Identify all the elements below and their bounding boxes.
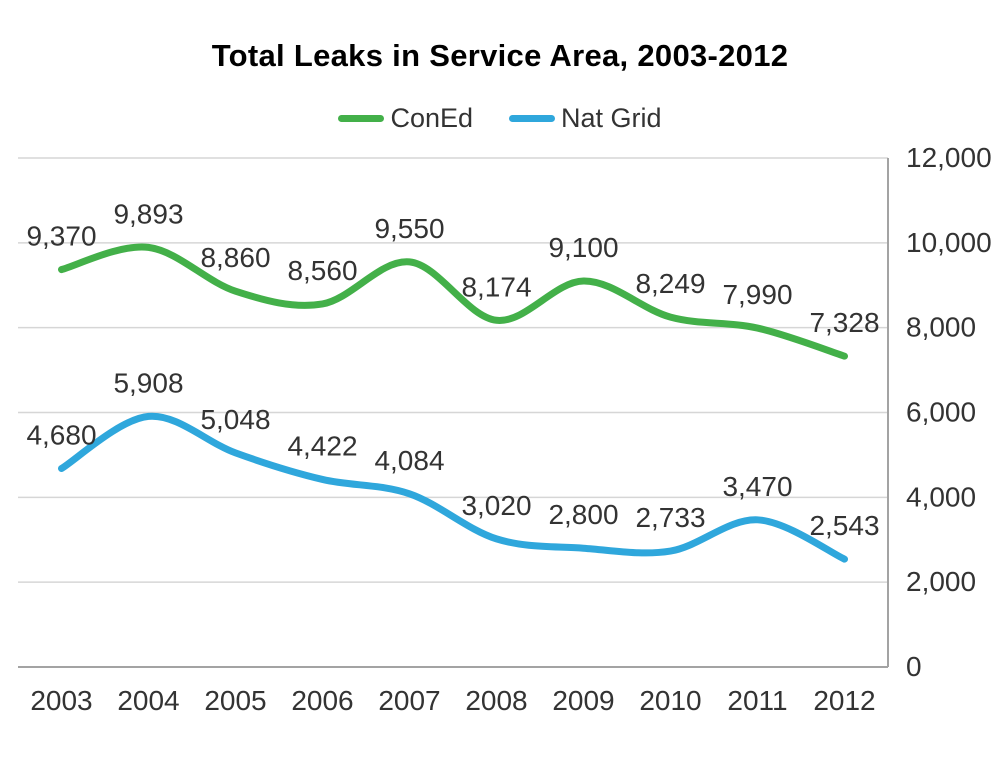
data-label-coned: 8,860 — [200, 242, 270, 273]
data-label-coned: 9,370 — [26, 221, 96, 252]
data-label-nat-grid: 3,020 — [461, 490, 531, 521]
data-label-nat-grid: 4,680 — [26, 419, 96, 450]
data-label-coned: 9,550 — [374, 213, 444, 244]
x-axis-label: 2009 — [552, 685, 614, 716]
series-line-coned — [58, 243, 848, 360]
data-label-coned: 9,100 — [548, 232, 618, 263]
y-tick-label: 6,000 — [906, 397, 976, 428]
x-axis-label: 2003 — [30, 685, 92, 716]
data-label-coned: 7,328 — [809, 307, 879, 338]
series-line-nat-grid — [58, 412, 848, 563]
legend-item-nat-grid: Nat Grid — [509, 103, 662, 134]
y-tick-label: 2,000 — [906, 566, 976, 597]
nat-grid-line-swatch-icon — [509, 115, 556, 122]
data-label-coned: 9,893 — [113, 198, 183, 229]
data-label-coned: 8,560 — [287, 255, 357, 286]
y-tick-label: 12,000 — [906, 142, 992, 173]
legend: ConEd Nat Grid — [0, 103, 1000, 134]
data-label-nat-grid: 3,470 — [722, 471, 792, 502]
y-tick-label: 0 — [906, 651, 922, 682]
legend-label-coned: ConEd — [390, 103, 474, 133]
data-label-coned: 8,249 — [635, 268, 705, 299]
x-axis-label: 2007 — [378, 685, 440, 716]
x-axis-label: 2008 — [465, 685, 527, 716]
data-label-nat-grid: 4,422 — [287, 430, 357, 461]
x-axis-label: 2011 — [727, 685, 787, 716]
chart-title: Total Leaks in Service Area, 2003-2012 — [211, 38, 789, 73]
x-axis-label: 2006 — [291, 685, 353, 716]
data-label-nat-grid: 2,800 — [548, 499, 618, 530]
data-label-coned: 8,174 — [461, 271, 531, 302]
x-axis-label: 2010 — [639, 685, 701, 716]
y-tick-label: 4,000 — [906, 481, 976, 512]
data-label-nat-grid: 5,048 — [200, 404, 270, 435]
legend-label-nat-grid: Nat Grid — [561, 103, 662, 133]
y-tick-label: 8,000 — [906, 312, 976, 343]
x-axis-label: 2005 — [204, 685, 266, 716]
x-axis-label: 2004 — [117, 685, 179, 716]
x-axis-label: 2012 — [813, 685, 875, 716]
data-label-nat-grid: 2,543 — [809, 510, 879, 541]
data-label-nat-grid: 5,908 — [113, 367, 183, 398]
legend-item-coned: ConEd — [338, 103, 473, 134]
data-label-nat-grid: 4,084 — [374, 445, 444, 476]
data-label-coned: 7,990 — [722, 279, 792, 310]
data-label-nat-grid: 2,733 — [635, 502, 705, 533]
y-tick-label: 10,000 — [906, 227, 992, 258]
coned-line-swatch-icon — [338, 115, 385, 122]
